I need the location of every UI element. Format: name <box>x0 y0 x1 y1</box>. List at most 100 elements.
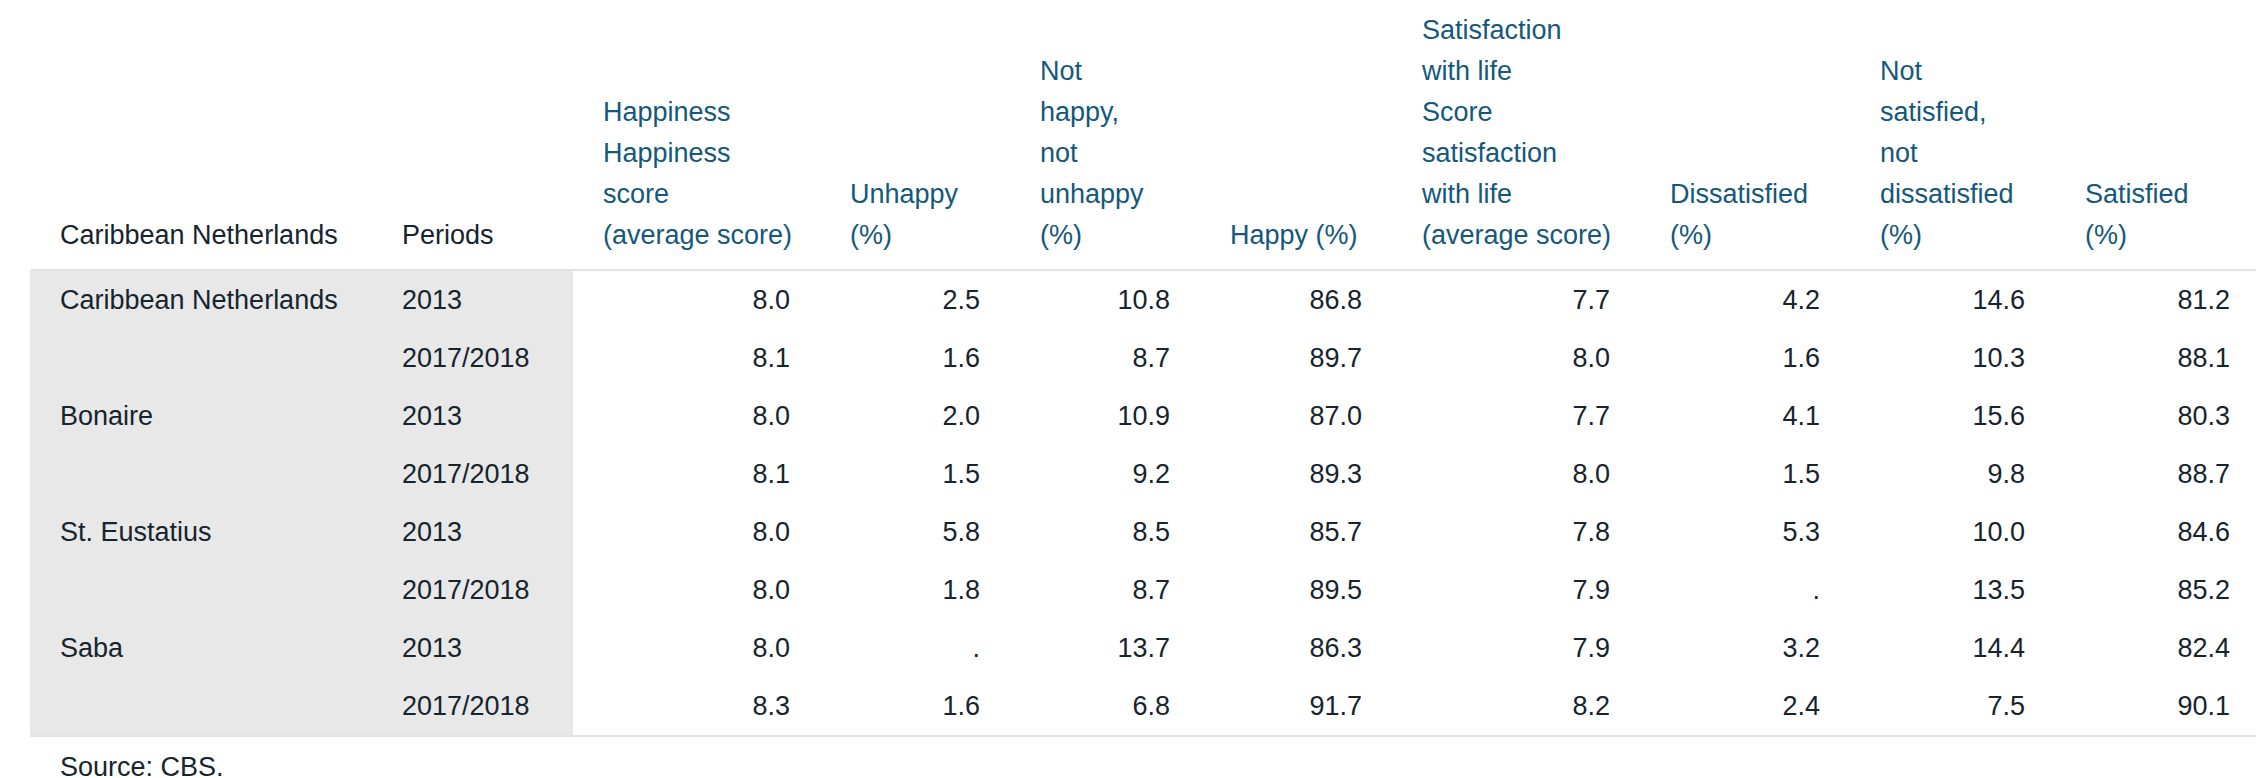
period-cell: 2013 <box>372 503 573 561</box>
table-row: St. Eustatius 2013 8.0 5.8 8.5 85.7 7.8 … <box>30 503 2256 561</box>
value-cell: 1.5 <box>1640 445 1850 503</box>
value-cell: 1.8 <box>820 561 1010 619</box>
value-cell: 8.0 <box>573 619 820 677</box>
value-cell: . <box>1640 561 1850 619</box>
value-cell: 8.0 <box>1392 445 1640 503</box>
value-cell: 10.9 <box>1010 387 1200 445</box>
value-cell: 8.7 <box>1010 561 1200 619</box>
col-header-unhappy: Unhappy (%) <box>820 0 1010 270</box>
region-cell: Saba <box>30 619 372 677</box>
value-cell: 13.5 <box>1850 561 2055 619</box>
col-header-not-happy-not-unhappy: Not happy, not unhappy (%) <box>1010 0 1200 270</box>
col-header-happy: Happy (%) <box>1200 0 1392 270</box>
statistics-table-page: Caribbean Netherlands Periods Happiness … <box>0 0 2256 778</box>
value-cell: 4.1 <box>1640 387 1850 445</box>
period-cell: 2017/2018 <box>372 677 573 736</box>
region-cell: Caribbean Netherlands <box>30 270 372 329</box>
col-header-not-satisfied-not-dissatisfied: Not satisfied, not dissatisfied (%) <box>1850 0 2055 270</box>
value-cell: 84.6 <box>2055 503 2256 561</box>
period-cell: 2013 <box>372 270 573 329</box>
value-cell: 15.6 <box>1850 387 2055 445</box>
period-cell: 2017/2018 <box>372 329 573 387</box>
value-cell: 88.7 <box>2055 445 2256 503</box>
value-cell: 86.3 <box>1200 619 1392 677</box>
value-cell: 82.4 <box>2055 619 2256 677</box>
value-cell: 1.6 <box>820 329 1010 387</box>
value-cell: 5.3 <box>1640 503 1850 561</box>
value-cell: . <box>820 619 1010 677</box>
col-header-dissatisfied: Dissatisfied (%) <box>1640 0 1850 270</box>
value-cell: 8.5 <box>1010 503 1200 561</box>
value-cell: 10.0 <box>1850 503 2055 561</box>
value-cell: 2.5 <box>820 270 1010 329</box>
value-cell: 13.7 <box>1010 619 1200 677</box>
value-cell: 7.7 <box>1392 387 1640 445</box>
region-cell <box>30 445 372 503</box>
value-cell: 8.1 <box>573 329 820 387</box>
value-cell: 89.5 <box>1200 561 1392 619</box>
value-cell: 14.4 <box>1850 619 2055 677</box>
value-cell: 7.9 <box>1392 561 1640 619</box>
value-cell: 1.6 <box>1640 329 1850 387</box>
table-row: 2017/2018 8.1 1.5 9.2 89.3 8.0 1.5 9.8 8… <box>30 445 2256 503</box>
value-cell: 8.2 <box>1392 677 1640 736</box>
region-cell <box>30 329 372 387</box>
period-cell: 2013 <box>372 387 573 445</box>
value-cell: 3.2 <box>1640 619 1850 677</box>
value-cell: 6.8 <box>1010 677 1200 736</box>
col-header-periods: Periods <box>372 0 573 270</box>
col-header-happiness-score: Happiness Happiness score (average score… <box>573 0 820 270</box>
value-cell: 8.0 <box>573 270 820 329</box>
value-cell: 8.0 <box>1392 329 1640 387</box>
value-cell: 5.8 <box>820 503 1010 561</box>
region-cell <box>30 561 372 619</box>
value-cell: 85.2 <box>2055 561 2256 619</box>
region-cell: Bonaire <box>30 387 372 445</box>
value-cell: 90.1 <box>2055 677 2256 736</box>
value-cell: 8.3 <box>573 677 820 736</box>
value-cell: 14.6 <box>1850 270 2055 329</box>
value-cell: 4.2 <box>1640 270 1850 329</box>
table-row: Caribbean Netherlands 2013 8.0 2.5 10.8 … <box>30 270 2256 329</box>
value-cell: 7.9 <box>1392 619 1640 677</box>
value-cell: 1.6 <box>820 677 1010 736</box>
value-cell: 2.0 <box>820 387 1010 445</box>
table-row: Bonaire 2013 8.0 2.0 10.9 87.0 7.7 4.1 1… <box>30 387 2256 445</box>
region-cell: St. Eustatius <box>30 503 372 561</box>
period-cell: 2017/2018 <box>372 561 573 619</box>
table-row: Saba 2013 8.0 . 13.7 86.3 7.9 3.2 14.4 8… <box>30 619 2256 677</box>
value-cell: 8.0 <box>573 503 820 561</box>
table-header: Caribbean Netherlands Periods Happiness … <box>30 0 2256 270</box>
value-cell: 9.8 <box>1850 445 2055 503</box>
value-cell: 81.2 <box>2055 270 2256 329</box>
value-cell: 9.2 <box>1010 445 1200 503</box>
value-cell: 8.0 <box>573 387 820 445</box>
value-cell: 7.8 <box>1392 503 1640 561</box>
table-row: 2017/2018 8.0 1.8 8.7 89.5 7.9 . 13.5 85… <box>30 561 2256 619</box>
value-cell: 80.3 <box>2055 387 2256 445</box>
header-row: Caribbean Netherlands Periods Happiness … <box>30 0 2256 270</box>
value-cell: 8.1 <box>573 445 820 503</box>
value-cell: 91.7 <box>1200 677 1392 736</box>
value-cell: 10.3 <box>1850 329 2055 387</box>
table-row: 2017/2018 8.3 1.6 6.8 91.7 8.2 2.4 7.5 9… <box>30 677 2256 736</box>
value-cell: 89.3 <box>1200 445 1392 503</box>
value-cell: 2.4 <box>1640 677 1850 736</box>
value-cell: 7.5 <box>1850 677 2055 736</box>
value-cell: 87.0 <box>1200 387 1392 445</box>
period-cell: 2017/2018 <box>372 445 573 503</box>
value-cell: 8.0 <box>573 561 820 619</box>
period-cell: 2013 <box>372 619 573 677</box>
source-note: Source: CBS. <box>60 752 2256 778</box>
value-cell: 85.7 <box>1200 503 1392 561</box>
value-cell: 10.8 <box>1010 270 1200 329</box>
region-cell <box>30 677 372 736</box>
col-header-satisfaction-score: Satisfaction with life Score satisfactio… <box>1392 0 1640 270</box>
value-cell: 88.1 <box>2055 329 2256 387</box>
value-cell: 89.7 <box>1200 329 1392 387</box>
col-header-region: Caribbean Netherlands <box>30 0 372 270</box>
value-cell: 8.7 <box>1010 329 1200 387</box>
value-cell: 86.8 <box>1200 270 1392 329</box>
table-row: 2017/2018 8.1 1.6 8.7 89.7 8.0 1.6 10.3 … <box>30 329 2256 387</box>
value-cell: 7.7 <box>1392 270 1640 329</box>
